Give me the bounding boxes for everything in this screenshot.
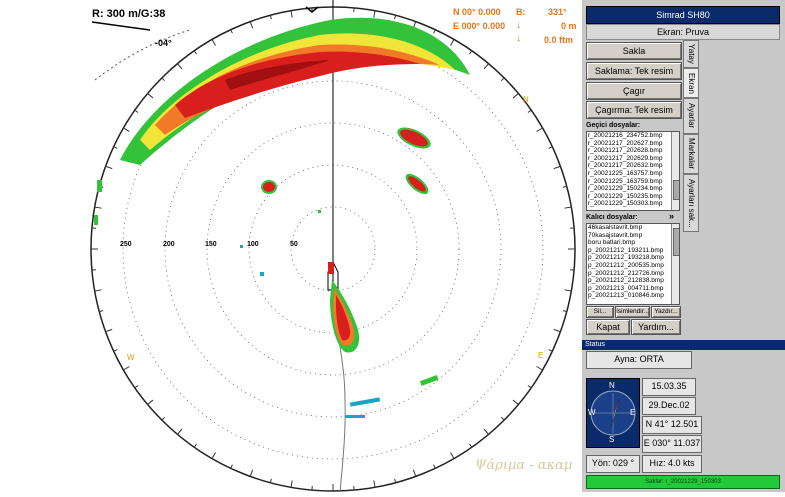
range-label: 100 [247, 241, 259, 248]
depth-ftm-readout: 0.0 ftm [544, 35, 573, 45]
list-item[interactable]: r_20021217_202629.bmp [587, 155, 679, 163]
time-display: 15.03.35 [642, 378, 696, 396]
svg-text:W: W [127, 353, 135, 362]
perm-files-label: Kalıcı dosyalar: [586, 214, 638, 221]
print-button[interactable]: Yazdır... [651, 306, 681, 318]
bearing-label: B: [516, 7, 526, 17]
status-header: Status [582, 340, 785, 350]
list-item[interactable]: r_20021225_163759.bmp [587, 178, 679, 186]
lon-readout: E 000° 0.000 [453, 21, 505, 31]
lat-readout: N 00° 0.000 [453, 7, 501, 17]
range-label: 200 [163, 241, 175, 248]
latitude-display: N 41° 12.501 [642, 416, 702, 434]
tilt-indicator [92, 22, 150, 30]
chevron-down-icon[interactable]: » [669, 211, 674, 221]
list-item[interactable]: r_20021225_163757.bmp [587, 170, 679, 178]
list-item[interactable]: r_20021217_202628.bmp [587, 147, 679, 155]
fish-school-3 [261, 180, 277, 194]
range-label: 50 [290, 241, 298, 248]
list-item[interactable]: p_20021212_212726.bmp [587, 270, 679, 278]
tab-ekran[interactable]: Ekran [683, 68, 699, 98]
list-item[interactable]: r_20021229_150234.bmp [587, 185, 679, 193]
compass-s: S [609, 435, 614, 444]
temp-files-label: Geçici dosyalar: [586, 122, 640, 129]
rename-button[interactable]: İsimlendir... [615, 306, 650, 318]
compass-n: N [609, 381, 615, 390]
list-item[interactable]: p_20021212_212838.bmp [587, 277, 679, 285]
tab-ayarlari-sakla[interactable]: Ayarları sak... [683, 174, 699, 232]
range-label: 150 [205, 241, 217, 248]
list-item[interactable]: p_20021213_010846.bmp [587, 292, 679, 300]
close-button[interactable]: Kapat [586, 319, 630, 335]
mirror-status: Ayna: ORTA [586, 351, 692, 369]
depth-readout: 0 m [561, 21, 577, 31]
save-button[interactable]: Sakla [586, 42, 682, 60]
perm-files-scrollbar[interactable] [671, 224, 679, 304]
list-item[interactable]: p_20021212_193211.bmp [587, 247, 679, 255]
control-panel: Simrad SH80 Ekran: Pruva Sakla Saklama: … [582, 0, 785, 492]
tab-ayarlar[interactable]: Ayarlar [683, 98, 699, 134]
compass-w: W [588, 408, 596, 417]
recall-mode-button[interactable]: Çagırma: Tek resim [586, 101, 682, 119]
delete-button[interactable]: Sil... [586, 306, 614, 318]
heading-display: Yön: 029 ° [586, 455, 640, 473]
bearing-value: 331° [548, 7, 567, 17]
panel-subtitle: Ekran: Pruva [586, 24, 780, 40]
save-mode-button[interactable]: Saklama: Tek resim [586, 62, 682, 80]
help-button[interactable]: Yardım... [631, 319, 681, 335]
temp-files-scrollbar[interactable] [671, 132, 679, 210]
depth-ftm-arrow-icon: ↓ [516, 33, 521, 44]
compass-e: E [630, 408, 635, 417]
list-item[interactable]: r_20021216_234752.bmp [587, 132, 679, 140]
status-bar: Saklar: r_20021229_150303 [586, 475, 780, 489]
range-label: 250 [120, 241, 132, 248]
list-item[interactable]: boru batlari.bmp [587, 239, 679, 247]
list-item[interactable]: 46kasalstavrit.bmp [587, 224, 679, 232]
list-item[interactable]: r_20021229_150303.bmp [587, 200, 679, 208]
panel-title: Simrad SH80 [586, 6, 780, 24]
compass-icon: N S E W [586, 378, 640, 448]
list-item[interactable]: r_20021217_202627.bmp [587, 140, 679, 148]
longitude-display: E 030° 11.037 [642, 435, 702, 453]
list-item[interactable]: 70kasajstavrit.bmp [587, 232, 679, 240]
depth-arrow-icon: ↓ [516, 20, 521, 31]
tab-markalar[interactable]: Markalar [683, 134, 699, 174]
watermark: Ψάριμα - ακαμ [475, 458, 572, 473]
list-item[interactable]: r_20021217_202632.bmp [587, 162, 679, 170]
svg-text:N: N [523, 95, 529, 104]
list-item[interactable]: p_20021212_193218.bmp [587, 254, 679, 262]
list-item[interactable]: p_20021212_200535.bmp [587, 262, 679, 270]
recall-button[interactable]: Çagır [586, 82, 682, 100]
tab-yatay[interactable]: Yatay [683, 40, 699, 68]
speed-display: Hız: 4.0 kts [642, 455, 702, 473]
list-item[interactable]: p_20021213_004711.bmp [587, 285, 679, 293]
tilt-readout: -04° [155, 38, 172, 48]
list-item[interactable]: r_20021229_150235.bmp [587, 193, 679, 201]
range-gain-readout: R: 300 m/G:38 [92, 8, 165, 20]
date-display: 29.Dec.02 [642, 397, 696, 415]
svg-text:E: E [538, 351, 543, 360]
